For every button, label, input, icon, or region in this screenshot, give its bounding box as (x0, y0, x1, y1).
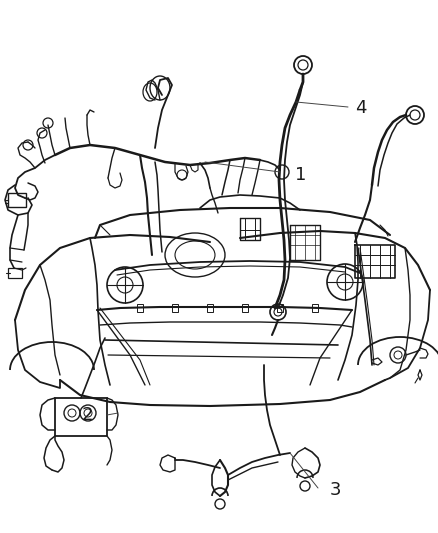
Text: 3: 3 (330, 481, 342, 499)
Text: 4: 4 (355, 99, 367, 117)
Bar (277, 304, 283, 312)
Bar (8, 268, 22, 278)
Bar (55, 398, 107, 436)
Bar (242, 304, 248, 312)
Bar (172, 304, 178, 312)
Bar (137, 304, 143, 312)
Bar (8, 193, 26, 207)
Text: 2: 2 (82, 406, 93, 424)
Bar (207, 304, 213, 312)
Text: 1: 1 (295, 166, 306, 184)
Bar (312, 304, 318, 312)
